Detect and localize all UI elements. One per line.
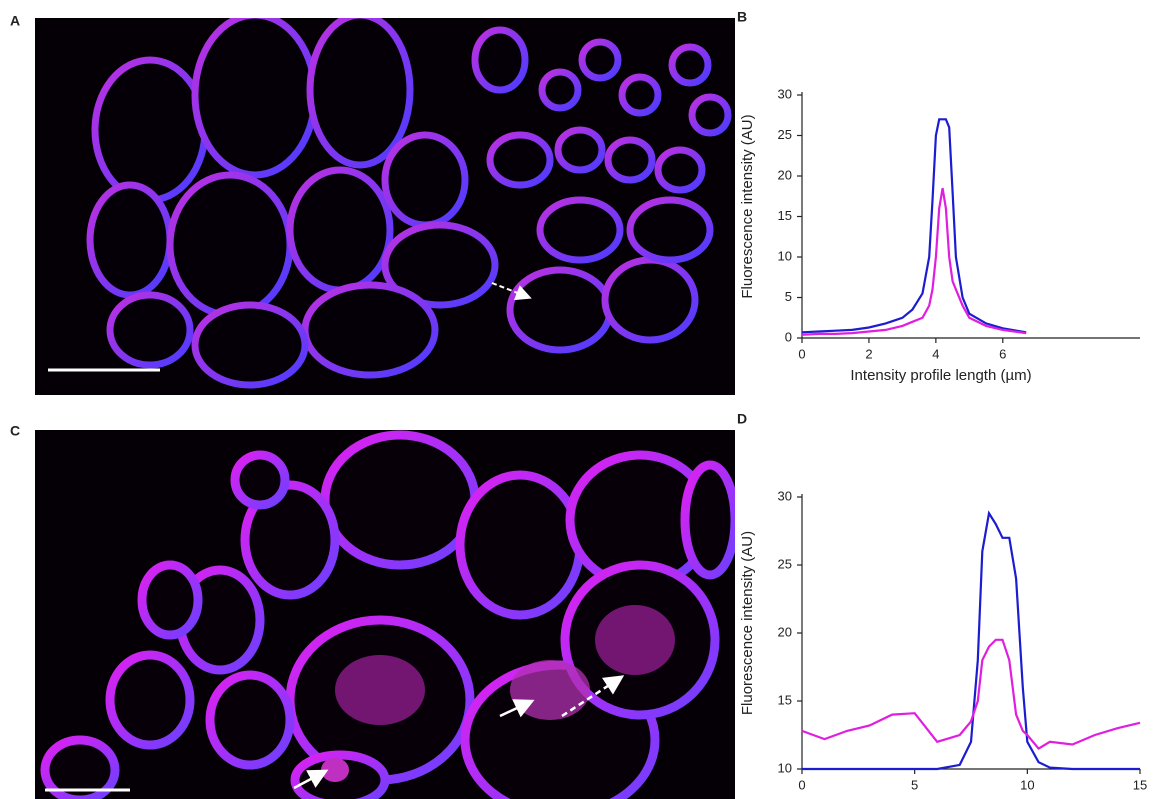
data-line bbox=[802, 119, 1026, 332]
x-tick-label: 5 bbox=[911, 777, 918, 792]
y-tick-label: 5 bbox=[785, 289, 792, 304]
y-tick-label: 20 bbox=[778, 624, 792, 639]
panel-label: D bbox=[737, 411, 747, 427]
panel-label: B bbox=[737, 9, 747, 25]
x-tick-label: 4 bbox=[932, 346, 939, 361]
y-tick-label: 15 bbox=[778, 692, 792, 707]
panel-label: C bbox=[10, 423, 20, 439]
x-tick-label: 10 bbox=[1020, 777, 1034, 792]
y-tick-label: 10 bbox=[778, 760, 792, 775]
y-tick-label: 25 bbox=[778, 127, 792, 142]
y-tick-label: 30 bbox=[778, 86, 792, 101]
y-axis-title: Fluorescence intensity (AU) bbox=[739, 114, 756, 298]
x-tick-label: 0 bbox=[798, 777, 805, 792]
micrograph bbox=[35, 430, 735, 799]
micrograph bbox=[35, 15, 735, 395]
y-tick-label: 30 bbox=[778, 488, 792, 503]
figure: A C bbox=[0, 0, 1155, 799]
panel-label: A bbox=[10, 13, 20, 29]
y-tick-label: 25 bbox=[778, 556, 792, 571]
y-tick-label: 20 bbox=[778, 167, 792, 182]
y-tick-label: 15 bbox=[778, 208, 792, 223]
x-tick-label: 15 bbox=[1133, 777, 1147, 792]
x-tick-label: 0 bbox=[798, 346, 805, 361]
x-tick-label: 6 bbox=[999, 346, 1006, 361]
y-tick-label: 0 bbox=[785, 329, 792, 344]
x-axis-title: Intensity profile length (µm) bbox=[850, 367, 1031, 384]
x-tick-label: 2 bbox=[865, 346, 872, 361]
y-tick-label: 10 bbox=[778, 248, 792, 263]
y-axis-title: Fluorescence intensity (AU) bbox=[739, 531, 756, 715]
data-line bbox=[802, 188, 1026, 335]
